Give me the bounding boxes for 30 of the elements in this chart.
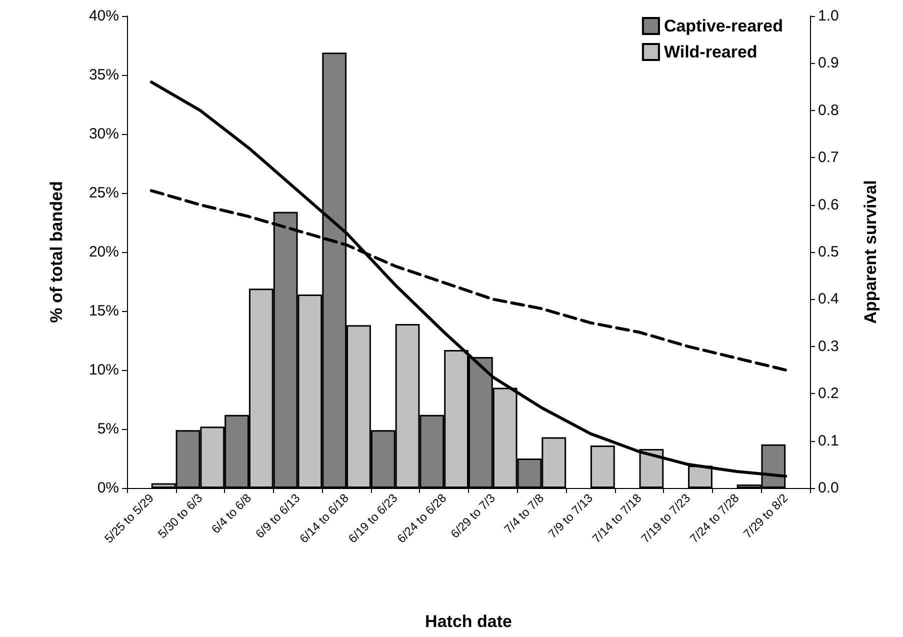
y2-tick-label: 0.7 bbox=[818, 149, 839, 166]
x-tick-label: 5/30 to 6/3 bbox=[155, 490, 206, 541]
y2-tick-label: 0.3 bbox=[818, 338, 839, 355]
y-axis-title: % of total banded bbox=[47, 181, 66, 323]
y-tick-label: 15% bbox=[88, 302, 119, 320]
y2-tick-label: 0.6 bbox=[818, 196, 839, 214]
legend-label: Wild-reared bbox=[664, 42, 758, 62]
x-axis-title: Hatch date bbox=[425, 612, 512, 631]
x-tick-label: 7/29 to 8/2 bbox=[740, 490, 791, 541]
y2-tick-label: 0.9 bbox=[818, 54, 839, 72]
y2-axis-title: Apparent survival bbox=[861, 180, 880, 324]
y-tick-label: 25% bbox=[88, 184, 119, 202]
y-tick-label: 30% bbox=[88, 126, 119, 142]
y-tick-label: 5% bbox=[97, 420, 119, 438]
y2-tick-label: 1.0 bbox=[818, 8, 839, 24]
x-tick-label: 7/4 to 7/8 bbox=[501, 490, 547, 536]
x-tick-label: 6/4 to 6/8 bbox=[208, 490, 254, 536]
y2-tick-label: 0.2 bbox=[818, 385, 839, 402]
y2-tick-label: 0.1 bbox=[818, 432, 839, 450]
legend-label: Captive-reared bbox=[664, 16, 784, 36]
y-tick-label: 10% bbox=[88, 362, 119, 378]
y2-tick-label: 0.0 bbox=[818, 480, 839, 496]
y-tick-label: 20% bbox=[88, 244, 119, 260]
y-tick-label: 40% bbox=[88, 8, 119, 24]
x-tick-label: 6/29 to 7/3 bbox=[448, 490, 498, 541]
y2-tick-label: 0.8 bbox=[818, 102, 839, 119]
y2-tick-label: 0.5 bbox=[818, 244, 839, 260]
y-tick-label: 35% bbox=[88, 66, 119, 84]
y-tick-label: 0% bbox=[97, 480, 119, 496]
y2-tick-label: 0.4 bbox=[818, 290, 839, 308]
